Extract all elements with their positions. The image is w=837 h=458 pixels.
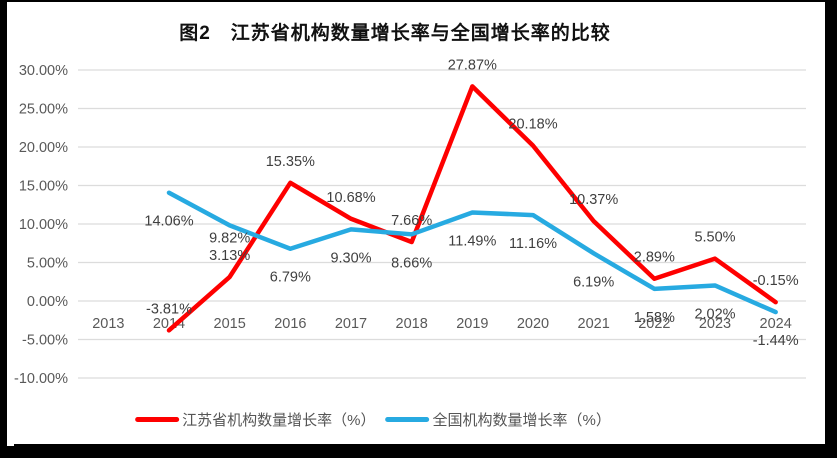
data-label-jiangsu: 27.87% bbox=[448, 57, 497, 73]
data-label-jiangsu: 5.50% bbox=[694, 230, 735, 246]
data-label-national: 6.79% bbox=[270, 270, 311, 286]
chart-title: 图2 江苏省机构数量增长率与全国增长率的比较 bbox=[179, 23, 611, 44]
data-label-jiangsu: 10.68% bbox=[326, 190, 375, 206]
x-axis-label: 2016 bbox=[274, 316, 306, 332]
x-axis-label: 2018 bbox=[396, 316, 428, 332]
data-label-jiangsu: -0.15% bbox=[753, 273, 799, 289]
x-axis-label: 2017 bbox=[335, 316, 367, 332]
y-axis-label: 0.00% bbox=[27, 294, 68, 310]
legend-label: 江苏省机构数量增长率（%） bbox=[182, 412, 376, 429]
data-label-jiangsu: -3.81% bbox=[146, 301, 192, 317]
x-axis-label: 2013 bbox=[92, 316, 124, 332]
data-label-national: 2.02% bbox=[694, 306, 735, 322]
legend-swatch bbox=[135, 417, 180, 422]
legend-item: 全国机构数量增长率（%） bbox=[385, 409, 611, 430]
data-label-national: 9.82% bbox=[209, 230, 250, 246]
x-axis-label: 2021 bbox=[578, 316, 610, 332]
series-line bbox=[166, 84, 778, 333]
data-label-jiangsu: 15.35% bbox=[266, 154, 315, 170]
data-label-jiangsu: 3.13% bbox=[209, 248, 250, 264]
data-label-national: 8.66% bbox=[391, 255, 432, 271]
data-label-jiangsu: 7.66% bbox=[391, 213, 432, 229]
legend-item: 江苏省机构数量增长率（%） bbox=[135, 409, 376, 430]
data-label-national: 9.30% bbox=[330, 250, 371, 266]
y-axis-label: -5.00% bbox=[22, 333, 68, 349]
chart-legend: 江苏省机构数量增长率（%） 全国机构数量增长率（%） bbox=[135, 409, 611, 430]
y-axis-label: 30.00% bbox=[19, 63, 68, 79]
y-axis-label: 10.00% bbox=[19, 217, 68, 233]
x-axis-label: 2024 bbox=[760, 316, 792, 332]
x-axis-label: 2019 bbox=[456, 316, 488, 332]
background-patch bbox=[7, 393, 14, 446]
x-axis-label: 2015 bbox=[214, 316, 246, 332]
x-axis-label: 2020 bbox=[517, 316, 549, 332]
data-label-national: 6.19% bbox=[573, 274, 614, 290]
x-axis-label: 2014 bbox=[153, 316, 185, 332]
data-label-national: 11.16% bbox=[509, 236, 557, 252]
data-label-jiangsu: 2.89% bbox=[634, 250, 675, 266]
y-axis-label: 20.00% bbox=[19, 140, 68, 156]
legend-label: 全国机构数量增长率（%） bbox=[432, 412, 611, 429]
data-label-national: 14.06% bbox=[144, 214, 193, 230]
data-label-jiangsu: 10.37% bbox=[569, 192, 618, 208]
x-axis-label: 2023 bbox=[699, 316, 731, 332]
data-label-jiangsu: 20.18% bbox=[508, 117, 557, 133]
y-axis-label: 25.00% bbox=[19, 102, 68, 118]
y-axis-label: 5.00% bbox=[27, 256, 68, 272]
data-label-national: 11.49% bbox=[448, 234, 496, 250]
x-axis-label: 2022 bbox=[638, 316, 670, 332]
y-axis-label: -10.00% bbox=[14, 371, 68, 387]
data-label-national: -1.44% bbox=[753, 333, 799, 349]
data-label-national: 1.58% bbox=[634, 310, 675, 326]
y-axis-label: 15.00% bbox=[19, 179, 68, 195]
series-line bbox=[166, 190, 778, 315]
legend-swatch bbox=[385, 417, 430, 422]
chart-area bbox=[7, 2, 825, 446]
